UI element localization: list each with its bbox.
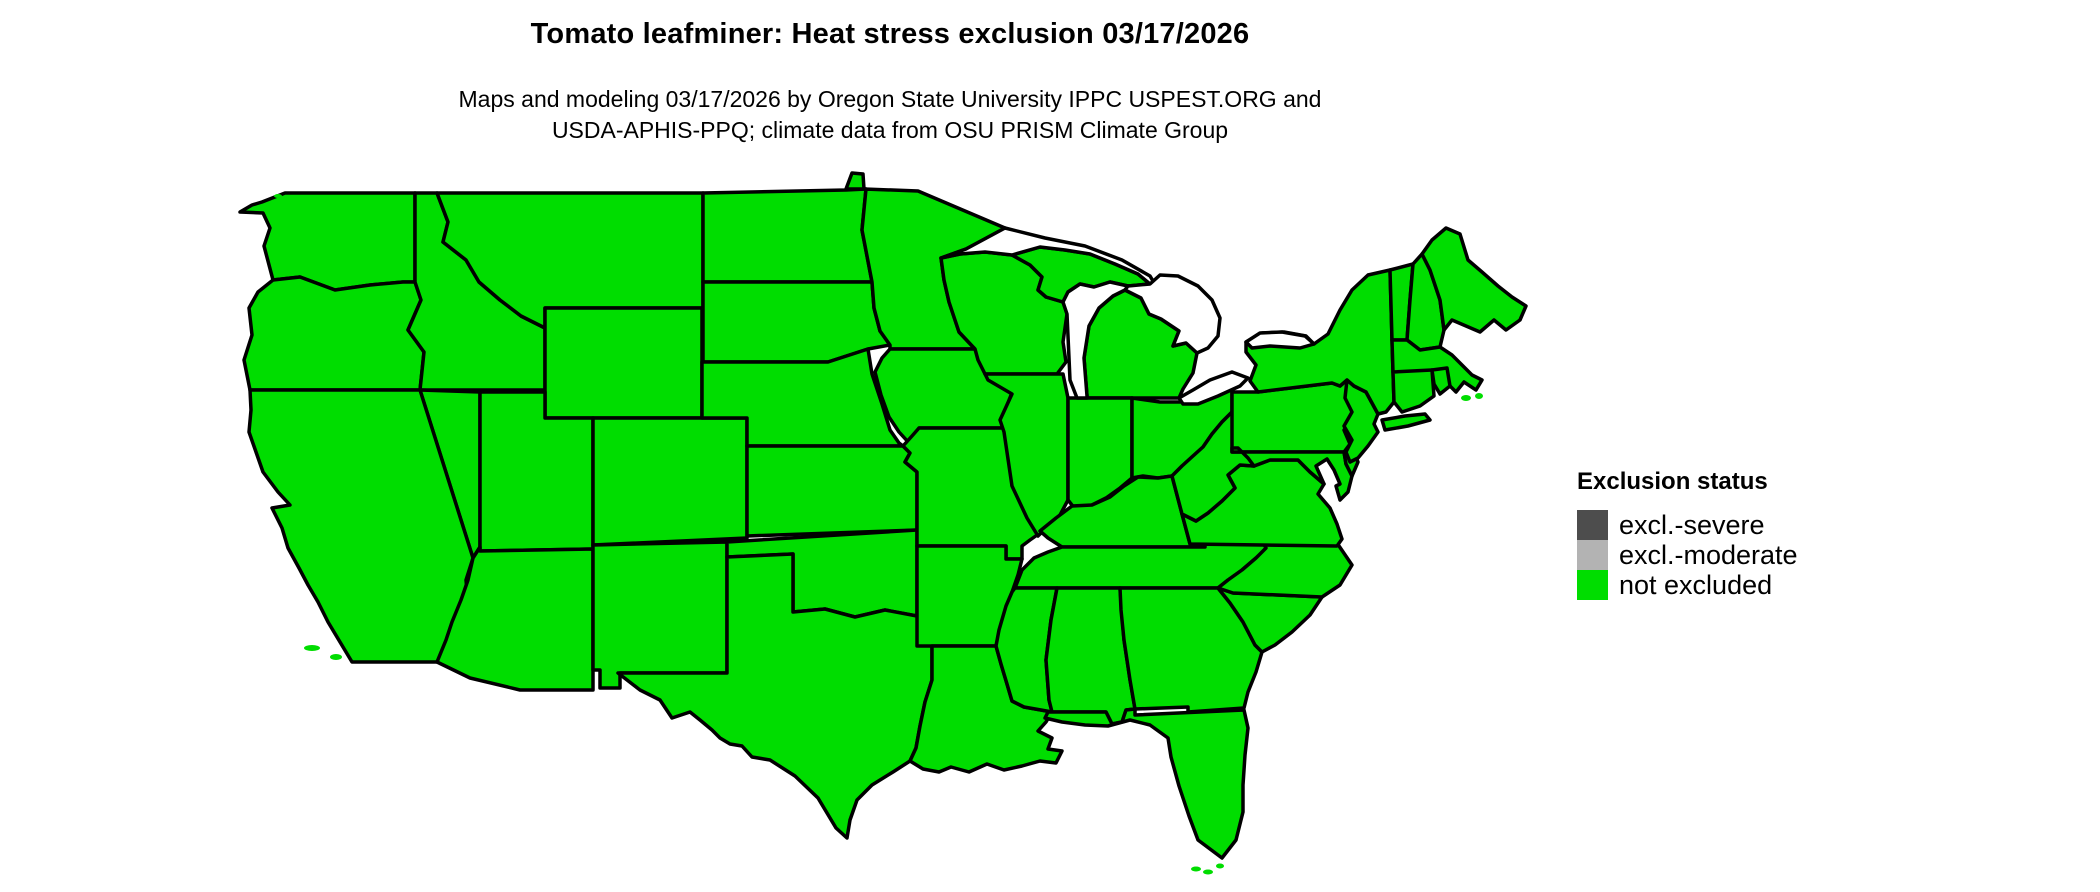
lake-ontario (1244, 330, 1316, 350)
page-title: Tomato leafminer: Heat stress exclusion … (530, 18, 1250, 50)
island-marthas-vineyard (1475, 393, 1483, 399)
island-florida-key-3 (1216, 863, 1224, 869)
subtitle-line-1: Maps and modeling 03/17/2026 by Oregon S… (458, 86, 1322, 112)
lake-erie (1177, 370, 1250, 406)
state-washington (238, 191, 417, 292)
lake-huron (1123, 273, 1222, 355)
island-florida-key-2 (1203, 869, 1213, 875)
state-connecticut (1391, 368, 1436, 414)
state-maine (1420, 226, 1528, 334)
islands-layer (274, 194, 1483, 875)
legend-swatch-not-excluded (1577, 570, 1608, 600)
legend-item-severe: excl.-severe (1577, 510, 1798, 540)
legend-label-not-excluded: not excluded (1619, 569, 1773, 600)
state-wyoming (543, 306, 704, 420)
state-rhode-island (1430, 366, 1452, 396)
page-subtitle: Maps and modeling 03/17/2026 by Oregon S… (0, 84, 1780, 146)
lake-superior (939, 226, 1158, 288)
state-north-carolina (1216, 539, 1354, 599)
state-maryland (1230, 446, 1354, 502)
state-colorado (591, 416, 749, 547)
subtitle-line-2: USDA-APHIS-PPQ; climate data from OSU PR… (551, 117, 1229, 143)
lake-michigan (1061, 280, 1130, 400)
legend-swatch-moderate (1577, 540, 1608, 570)
state-pennsylvania (1230, 378, 1358, 454)
island-channel-1 (304, 645, 320, 651)
legend-item-moderate: excl.-moderate (1577, 540, 1798, 570)
state-north-dakota (701, 187, 874, 284)
state-kansas (745, 444, 919, 538)
island-san-juan (274, 194, 282, 198)
state-florida (1043, 707, 1250, 860)
legend-label-moderate: excl.-moderate (1619, 539, 1798, 570)
state-new-york-long-island (1380, 412, 1432, 432)
state-new-mexico (591, 540, 729, 690)
legend-item-not-excluded: not excluded (1577, 570, 1798, 600)
state-arizona (435, 545, 595, 692)
legend-label-severe: excl.-severe (1619, 509, 1765, 540)
state-oregon (242, 275, 426, 392)
island-florida-key-1 (1191, 866, 1201, 872)
island-channel-2 (330, 654, 342, 660)
states-layer (238, 171, 1528, 860)
state-nebraska (700, 347, 905, 448)
lakes-layer (939, 226, 1316, 406)
island-nantucket (1461, 395, 1471, 401)
state-texas (616, 552, 934, 840)
legend-title: Exclusion status (1577, 468, 1768, 495)
legend-swatch-severe (1577, 510, 1608, 540)
legend: Exclusion status excl.-severe excl.-mode… (1577, 468, 1798, 600)
